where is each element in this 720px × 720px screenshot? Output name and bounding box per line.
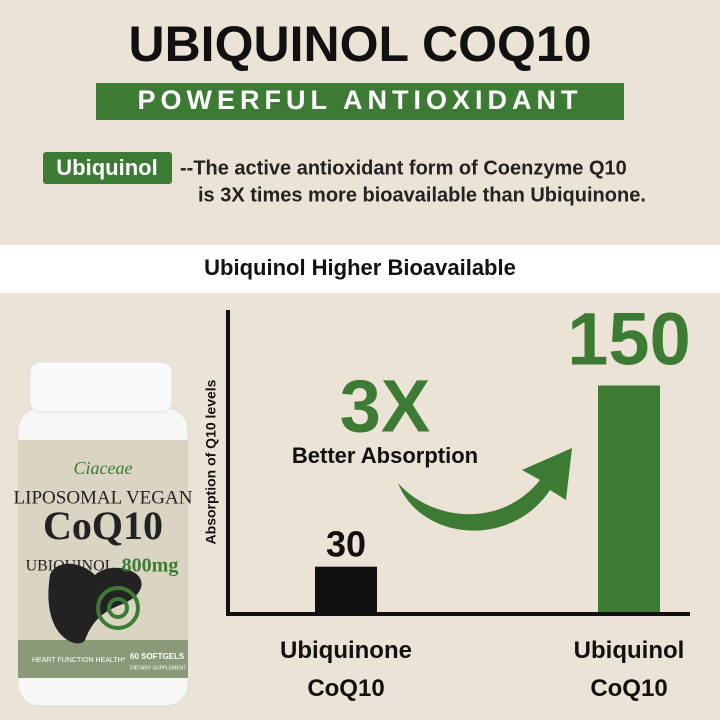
- subtitle: POWERFUL ANTIOXIDANT: [138, 85, 583, 115]
- title: UBIQUINOL COQ10: [128, 16, 591, 72]
- product-kind: DIETARY SUPPLEMENT: [130, 665, 186, 671]
- description: --The active antioxidant form of Coenzym…: [180, 157, 627, 179]
- product-line: LIPOSOMAL VEGAN: [14, 487, 193, 508]
- heart-target: [96, 586, 140, 630]
- bar: [315, 566, 377, 612]
- heart-target: [107, 597, 129, 619]
- chart-title-band: [0, 245, 720, 293]
- description: is 3X times more bioavailable than Ubiqu…: [198, 184, 646, 206]
- x-tick-label: Ubiquinone CoQ10: [280, 637, 412, 702]
- x-tick-label: Ubiquinol CoQ10: [573, 637, 685, 702]
- product-name: CoQ10: [43, 503, 163, 548]
- subtitle-band: [96, 83, 624, 120]
- product-form: UBIQUINOL: [26, 558, 115, 575]
- annotation: 3X: [340, 365, 431, 448]
- arrow: [398, 448, 572, 531]
- bottle-label-strip: [18, 640, 188, 678]
- heart-icon: [48, 563, 142, 644]
- annotation: Better Absorption: [292, 443, 478, 468]
- value-label: 150: [567, 297, 690, 380]
- chart-title: Ubiquinol Higher Bioavailable: [204, 255, 516, 280]
- brand: Ciaceae: [74, 458, 133, 478]
- value-label: 30: [326, 523, 366, 564]
- bottle-cap: [29, 361, 173, 413]
- badge-bg: [43, 152, 172, 184]
- bar: [598, 385, 660, 612]
- y-axis-label: Absorption of Q10 levels: [203, 379, 219, 544]
- product-claim: HEART FUNCTION HEALTH*: [32, 657, 126, 664]
- product-dose: 800mg: [122, 555, 179, 577]
- product-count: 60 SOFTGELS: [130, 652, 185, 661]
- badge: Ubiquinol: [56, 155, 157, 180]
